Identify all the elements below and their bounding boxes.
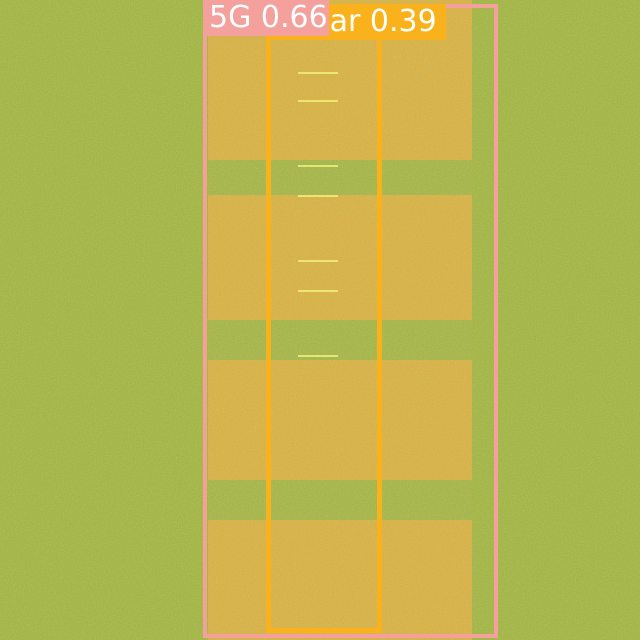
signal-stripes (298, 72, 338, 357)
signal-stripe (298, 195, 338, 197)
signal-stripe (298, 260, 338, 262)
signal-stripe (298, 290, 338, 292)
detection-label-5g: 5G 0.66 (203, 0, 329, 36)
signal-stripe (298, 100, 338, 102)
detection-label-5g-text: 5G 0.66 (209, 0, 328, 35)
signal-stripe (298, 165, 338, 167)
signal-stripe (298, 72, 338, 74)
detection-box-radar (266, 35, 382, 633)
signal-stripe (298, 355, 338, 357)
